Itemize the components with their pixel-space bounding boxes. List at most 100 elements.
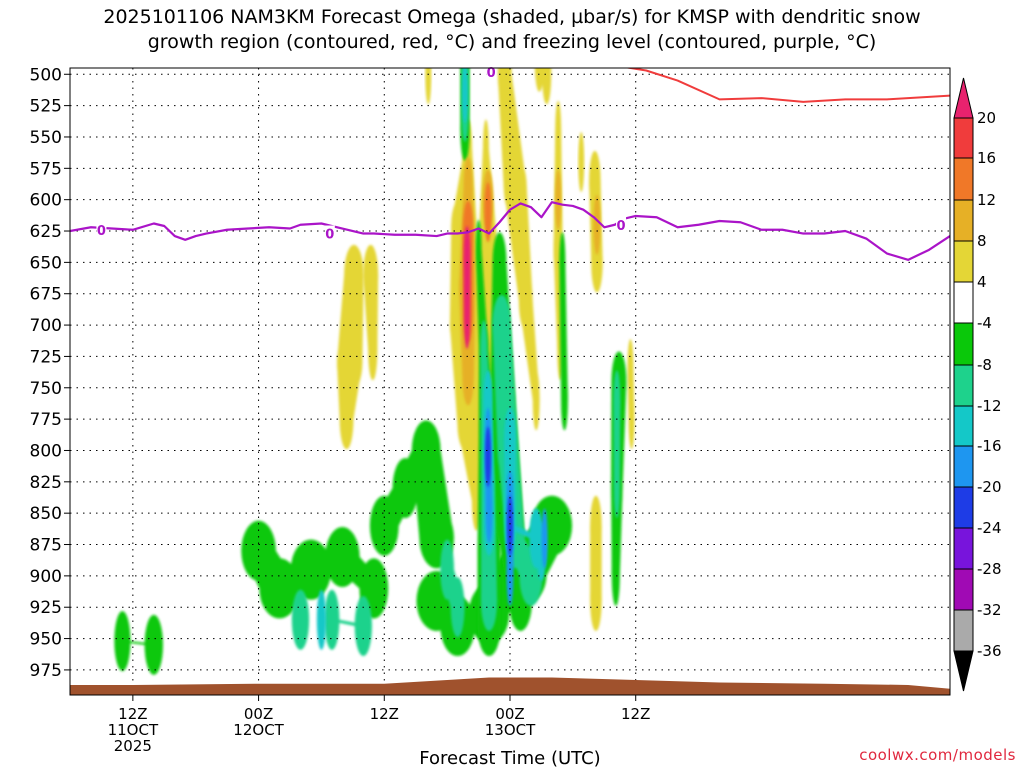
colorbar-box-6 — [953, 364, 974, 407]
omega-blob — [339, 389, 354, 450]
omega-region-24 — [593, 194, 601, 255]
omega-region-32 — [484, 182, 492, 243]
x-tick-label-2-0: 12Z — [370, 705, 399, 723]
omega-blob — [578, 132, 585, 193]
colorbar-label-7: -12 — [977, 397, 1002, 415]
y-tick-label-800: 800 — [30, 441, 62, 461]
y-tick-label-900: 900 — [30, 567, 62, 587]
contours — [70, 68, 950, 261]
y-tick-label-700: 700 — [30, 316, 62, 336]
colorbar-box-3 — [953, 240, 974, 283]
omega-blob — [425, 68, 432, 105]
omega-blob — [593, 194, 601, 255]
dgz-contour-line — [624, 68, 950, 103]
x-tick-label-1-1: 12OCT — [233, 721, 284, 739]
omega-region-7 — [590, 495, 602, 631]
contour-label-bg-3 — [616, 216, 627, 232]
omega-region-0 — [497, 68, 540, 431]
contour-label-bg-1 — [486, 63, 497, 79]
omega-region-36 — [461, 68, 468, 124]
y-tick-label-925: 925 — [30, 598, 62, 618]
omega-region-3 — [534, 68, 552, 105]
omega-blob — [484, 182, 492, 243]
omega-region-33 — [316, 589, 327, 650]
y-tick-label-525: 525 — [30, 97, 62, 117]
y-tick-label-500: 500 — [30, 65, 62, 85]
colorbar-box-8 — [953, 445, 974, 488]
omega-blob — [450, 577, 465, 638]
omega-blob — [354, 596, 372, 657]
omega-region-40 — [463, 226, 471, 349]
colorbar-label-1: 16 — [977, 149, 996, 167]
x-tick-label-1-0: 00Z — [244, 705, 273, 723]
omega-blob — [316, 589, 327, 650]
colorbar-label-3: 8 — [977, 232, 987, 250]
omega-region-25 — [291, 589, 372, 657]
freezing-contour-label-3: 0 — [617, 219, 626, 234]
y-tick-label-775: 775 — [30, 410, 62, 430]
colorbar-over-triangle — [953, 77, 974, 119]
omega-blob — [461, 68, 468, 124]
colorbar-label-11: -28 — [977, 560, 1002, 578]
contour-label-bg-0 — [96, 221, 107, 237]
contour-label-bg-2 — [324, 225, 335, 241]
colorbar-label-5: -4 — [977, 314, 992, 332]
omega-blob — [613, 458, 620, 519]
x-tick-label-3-1: 13OCT — [485, 721, 536, 739]
y-tick-label-600: 600 — [30, 191, 62, 211]
omega-blob — [561, 370, 568, 431]
grid — [70, 68, 950, 695]
omega-blob — [541, 508, 548, 569]
omega-blob — [462, 345, 474, 406]
colorbar-label-12: -32 — [977, 601, 1002, 619]
omega-blob — [485, 483, 493, 544]
omega-blob — [507, 495, 513, 556]
colorbar-box-1 — [953, 157, 974, 201]
omega-region-26 — [440, 539, 465, 638]
colorbar-label-13: -36 — [977, 642, 1002, 660]
omega-region-9 — [363, 244, 379, 381]
y-tick-label-825: 825 — [30, 473, 62, 493]
freezing-contour-label-2: 0 — [325, 228, 334, 243]
x-tick-label-0-1: 11OCT — [108, 721, 159, 739]
omega-blob — [590, 570, 602, 631]
y-tick-label-750: 750 — [30, 379, 62, 399]
x-tick-label-3-0: 00Z — [495, 705, 524, 723]
y-tick-label-725: 725 — [30, 347, 62, 367]
omega-blob — [485, 426, 491, 487]
omega-blob — [628, 389, 635, 450]
omega-blob — [542, 68, 552, 105]
omega-region-29 — [613, 370, 621, 519]
colorbar-label-8: -16 — [977, 437, 1002, 455]
contour-labels: 0 0 0 0 — [96, 63, 627, 243]
omega-shading — [114, 68, 635, 675]
omega-region-39 — [541, 508, 548, 569]
freezing-contour-label-1: 0 — [487, 66, 496, 81]
colorbar-label-0: 20 — [977, 109, 996, 127]
terrain — [70, 677, 950, 695]
chart-title-line-1: 2025101106 NAM3KM Forecast Omega (shaded… — [103, 6, 921, 28]
y-tick-label-550: 550 — [30, 128, 62, 148]
omega-region-11 — [627, 338, 635, 450]
omega-region-42 — [507, 495, 513, 556]
omega-region-5 — [578, 132, 585, 193]
omega-blob — [611, 545, 620, 606]
y-tick-label-975: 975 — [30, 661, 62, 681]
omega-region-12 — [114, 611, 164, 675]
x-tick-label-0-2: 2025 — [114, 737, 152, 755]
colorbar-box-12 — [953, 609, 974, 652]
omega-blob — [291, 589, 310, 650]
y-axis: 500 525 550 575 600 625 650 675 700 725 750 775 800 8… — [30, 65, 70, 681]
colorbar-box-10 — [953, 527, 974, 570]
colorbar-box-9 — [953, 486, 974, 529]
y-tick-label-625: 625 — [30, 222, 62, 242]
colorbar-box-0 — [953, 117, 974, 159]
colorbar-box-11 — [953, 568, 974, 611]
terrain-band — [70, 677, 950, 695]
omega-region-10 — [425, 68, 432, 105]
colorbar-box-5 — [953, 322, 974, 366]
omega-region-8 — [337, 244, 364, 450]
omega-region-18 — [559, 232, 568, 431]
